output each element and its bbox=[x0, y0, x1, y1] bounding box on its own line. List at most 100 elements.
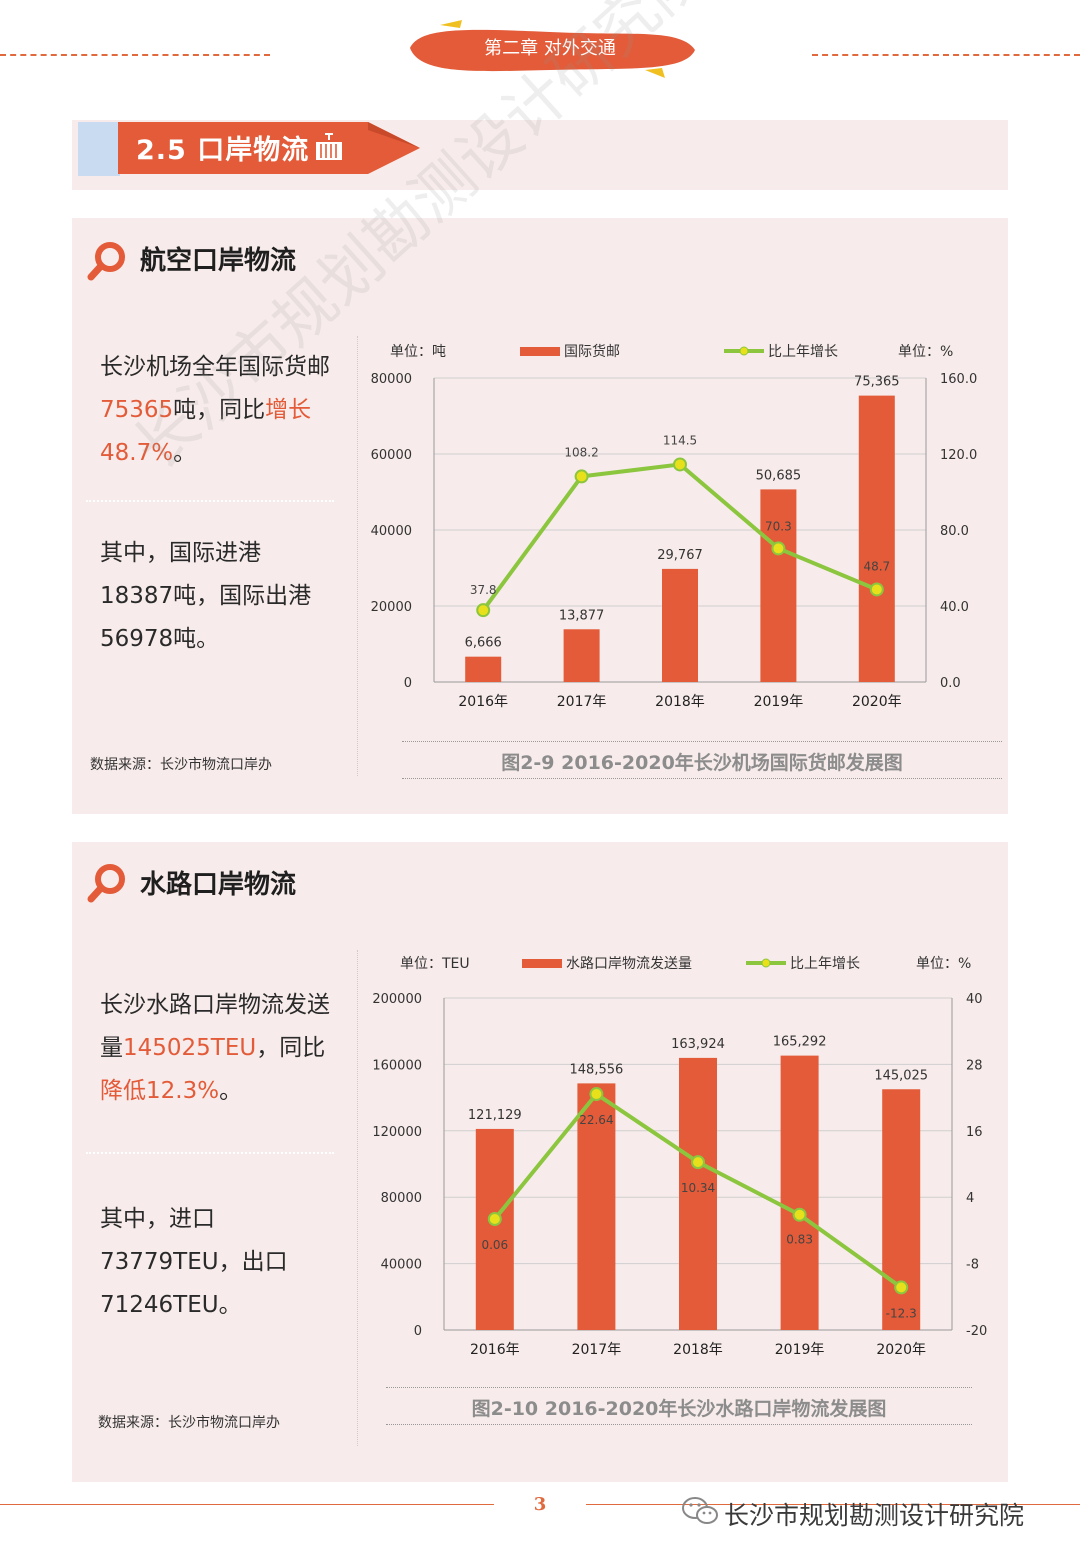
air-p1-growth: 增长48.7% bbox=[100, 397, 312, 466]
legend-bar-swatch bbox=[522, 959, 562, 968]
x-tick-label: 2017年 bbox=[572, 1342, 622, 1358]
y2-tick-label: 160.0 bbox=[940, 372, 977, 387]
bar-value-label: 165,292 bbox=[773, 1035, 827, 1050]
legend-line-label: 比上年增长 bbox=[768, 344, 838, 360]
water-divider bbox=[86, 1152, 334, 1154]
growth-point bbox=[487, 1212, 502, 1227]
x-tick-label: 2019年 bbox=[775, 1342, 825, 1358]
right-unit-label: 单位：% bbox=[916, 956, 971, 972]
x-tick-label: 2018年 bbox=[655, 694, 705, 710]
y2-tick-label: 80.0 bbox=[940, 524, 969, 539]
water-paragraph-2: 其中，进口73779TEU，出口71246TEU。 bbox=[100, 1206, 288, 1318]
bar-value-label: 145,025 bbox=[874, 1068, 928, 1083]
water-subtitle: 水路口岸物流 bbox=[140, 870, 297, 900]
bar-2018年 bbox=[662, 568, 698, 682]
footer-rule-right bbox=[586, 1504, 1080, 1505]
container-icon bbox=[316, 133, 342, 160]
legend-line-label: 比上年增长 bbox=[790, 956, 860, 972]
legend-line-marker bbox=[761, 958, 771, 968]
air-caption-rule-top bbox=[402, 741, 1002, 742]
water-caption-rule-bottom bbox=[386, 1424, 972, 1425]
page-number: 3 bbox=[533, 1494, 547, 1515]
y-tick-label: 40000 bbox=[381, 1258, 422, 1273]
growth-value-label: 0.83 bbox=[786, 1233, 813, 1247]
growth-value-label: 10.34 bbox=[681, 1181, 715, 1195]
y2-tick-label: -8 bbox=[966, 1258, 979, 1273]
legend-line-marker bbox=[739, 346, 749, 356]
left-unit-label: 单位：TEU bbox=[400, 956, 470, 972]
growth-point bbox=[574, 469, 589, 484]
y-tick-label: 40000 bbox=[371, 524, 412, 539]
growth-value-label: 114.5 bbox=[663, 433, 697, 447]
x-tick-label: 2017年 bbox=[557, 694, 607, 710]
water-caption: 图2-10 2016-2020年长沙水路口岸物流发展图 bbox=[471, 1398, 887, 1420]
y2-tick-label: 40 bbox=[966, 992, 983, 1007]
header-rule-left bbox=[0, 54, 270, 56]
bar-2019年 bbox=[760, 489, 797, 682]
section-banner bbox=[118, 122, 420, 174]
water-p1-c: ，同比 bbox=[256, 1035, 326, 1061]
x-tick-label: 2018年 bbox=[673, 1342, 723, 1358]
section-title: 2.5 口岸物流 bbox=[136, 135, 310, 166]
section-accent bbox=[78, 122, 120, 176]
air-p1-c: 吨，同比 bbox=[173, 397, 266, 423]
bar-2016年 bbox=[465, 656, 502, 682]
chapter-ribbon bbox=[410, 20, 695, 78]
y-tick-label: 80000 bbox=[381, 1191, 422, 1206]
air-subtitle: 航空口岸物流 bbox=[140, 246, 297, 276]
y-tick-label: 0 bbox=[414, 1324, 422, 1339]
y2-tick-label: 28 bbox=[966, 1058, 983, 1073]
y-tick-label: 80000 bbox=[371, 372, 412, 387]
growth-value-label: 48.7 bbox=[863, 559, 890, 573]
water-chart: 0 40000 80000 120000 160000 200000 -20 -8 4 16 28 4… bbox=[372, 956, 987, 1358]
chapter-title: 第二章 对外交通 bbox=[484, 38, 616, 59]
air-divider bbox=[86, 500, 334, 502]
growth-value-label: 22.64 bbox=[579, 1113, 613, 1127]
bar-value-label: 6,666 bbox=[465, 636, 502, 651]
y2-tick-label: 120.0 bbox=[940, 448, 977, 463]
air-chart: 0 20000 40000 60000 80000 0.0 40.0 80.0 120.0 160… bbox=[371, 343, 978, 710]
growth-value-label: 0.06 bbox=[481, 1238, 508, 1252]
bar-2020年 bbox=[858, 395, 895, 682]
growth-point bbox=[894, 1280, 909, 1295]
water-p1-value: 145025TEU bbox=[123, 1035, 257, 1061]
bar-2019年 bbox=[780, 1055, 819, 1330]
growth-value-label: 37.8 bbox=[470, 583, 497, 597]
bar-value-label: 163,924 bbox=[671, 1037, 725, 1052]
growth-point bbox=[673, 457, 687, 472]
water-caption-rule-top bbox=[386, 1387, 972, 1388]
growth-point bbox=[771, 541, 786, 556]
air-p1-a: 长沙机场全年国际货邮 bbox=[100, 354, 330, 380]
air-panel bbox=[72, 218, 1008, 814]
growth-point bbox=[869, 582, 884, 597]
water-source: 数据来源：长沙市物流口岸办 bbox=[98, 1415, 280, 1431]
air-caption: 图2-9 2016-2020年长沙机场国际货邮发展图 bbox=[501, 752, 903, 774]
y2-tick-label: -20 bbox=[966, 1324, 987, 1339]
search-icon bbox=[87, 242, 125, 281]
bar-value-label: 148,556 bbox=[570, 1062, 624, 1077]
right-unit-label: 单位：% bbox=[898, 344, 953, 360]
y-tick-label: 160000 bbox=[372, 1058, 422, 1073]
growth-point bbox=[589, 1087, 604, 1102]
search-icon bbox=[87, 864, 125, 903]
air-caption-rule-bottom bbox=[402, 778, 1002, 779]
y-tick-label: 60000 bbox=[371, 448, 412, 463]
bar-2016年 bbox=[475, 1128, 514, 1330]
bar-2017年 bbox=[563, 629, 600, 682]
growth-value-label: 108.2 bbox=[564, 445, 598, 459]
footer-rule-left bbox=[0, 1504, 494, 1505]
bar-value-label: 75,365 bbox=[854, 375, 900, 390]
y-tick-label: 200000 bbox=[372, 992, 422, 1007]
wechat-icon bbox=[682, 1497, 718, 1524]
air-separator bbox=[357, 336, 358, 776]
brand-name: 长沙市规划勘测设计研究院 bbox=[724, 1501, 1025, 1530]
bar-2018年 bbox=[679, 1057, 717, 1330]
legend-bar-swatch bbox=[520, 347, 560, 356]
x-tick-label: 2016年 bbox=[470, 1342, 520, 1358]
growth-value-label: 70.3 bbox=[765, 519, 792, 533]
legend-bar-label: 水路口岸物流发送量 bbox=[566, 956, 692, 972]
bar-value-label: 29,767 bbox=[657, 548, 703, 563]
water-separator bbox=[357, 950, 358, 1446]
x-tick-label: 2016年 bbox=[458, 694, 508, 710]
water-paragraph-1: 长沙水路口岸物流发送量145025TEU，同比降低12.3%。 bbox=[100, 984, 330, 1113]
